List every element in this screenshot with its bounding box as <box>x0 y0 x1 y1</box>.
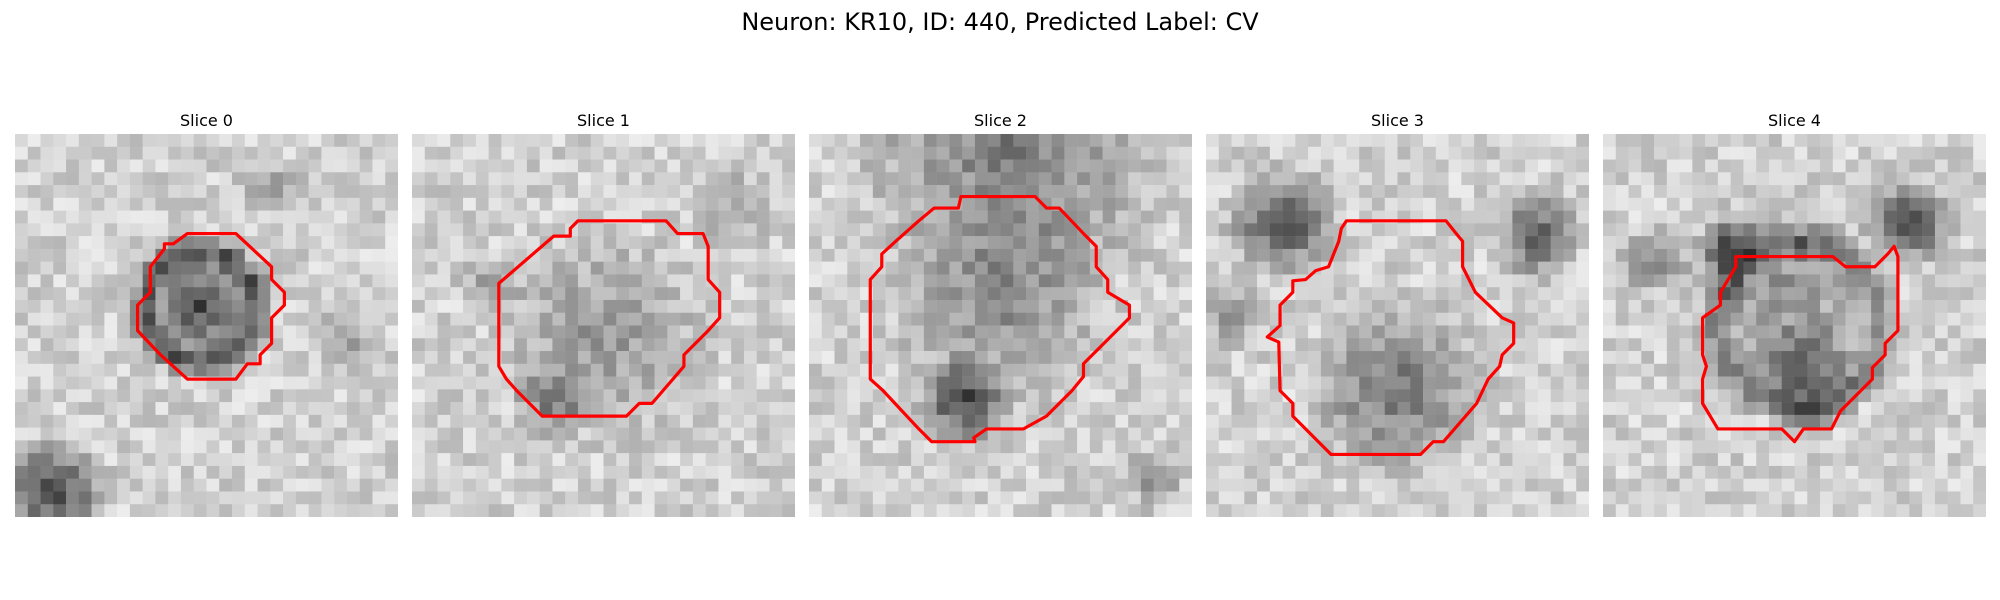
slice-svg-0 <box>15 134 398 517</box>
slice-panel-3: Slice 3 <box>1206 108 1589 517</box>
slice-title-4: Slice 4 <box>1768 111 1821 130</box>
slice-panel-2: Slice 2 <box>809 108 1192 517</box>
slice-panel-0: Slice 0 <box>15 108 398 517</box>
grayscale-pixels-4 <box>1603 134 1986 517</box>
segmentation-contour-1 <box>497 219 722 418</box>
segmentation-contour-0 <box>135 231 286 381</box>
slice-title-3: Slice 3 <box>1371 111 1424 130</box>
slice-title-1: Slice 1 <box>577 111 630 130</box>
slice-panel-1: Slice 1 <box>412 108 795 517</box>
slice-title-0: Slice 0 <box>180 111 233 130</box>
grayscale-pixels-3 <box>1206 134 1589 517</box>
grayscale-pixels-2 <box>809 134 1192 517</box>
segmentation-contour-3 <box>1265 219 1516 457</box>
slice-svg-2 <box>809 134 1192 517</box>
slice-svg-1 <box>412 134 795 517</box>
figure-title: Neuron: KR10, ID: 440, Predicted Label: … <box>741 8 1259 36</box>
slice-image-0 <box>15 134 398 517</box>
slice-image-4 <box>1603 134 1986 517</box>
slice-svg-3 <box>1206 134 1589 517</box>
slice-panel-4: Slice 4 <box>1603 108 1986 517</box>
slice-image-1 <box>412 134 795 517</box>
segmentation-contour-2 <box>868 194 1132 444</box>
slice-image-3 <box>1206 134 1589 517</box>
slice-title-2: Slice 2 <box>974 111 1027 130</box>
slice-image-2 <box>809 134 1192 517</box>
grayscale-pixels-0 <box>15 134 398 517</box>
slice-svg-4 <box>1603 134 1986 517</box>
grayscale-pixels-1 <box>412 134 795 517</box>
segmentation-contour-4 <box>1700 244 1900 444</box>
